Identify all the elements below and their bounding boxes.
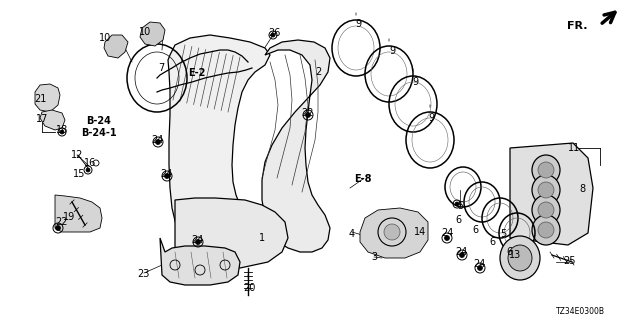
Text: 16: 16 bbox=[84, 158, 96, 168]
Polygon shape bbox=[55, 195, 102, 232]
Text: 4: 4 bbox=[349, 229, 355, 239]
Circle shape bbox=[455, 202, 459, 206]
Text: 6: 6 bbox=[472, 225, 478, 235]
Text: E-2: E-2 bbox=[188, 68, 205, 78]
Circle shape bbox=[60, 130, 64, 134]
Text: 6: 6 bbox=[489, 237, 495, 247]
Text: 26: 26 bbox=[268, 28, 280, 38]
Text: 24: 24 bbox=[455, 247, 467, 257]
Text: 15: 15 bbox=[73, 169, 85, 179]
Text: 1: 1 bbox=[259, 233, 265, 243]
Polygon shape bbox=[175, 198, 288, 268]
Text: 9: 9 bbox=[428, 113, 434, 123]
Text: 22: 22 bbox=[301, 108, 314, 118]
Polygon shape bbox=[35, 84, 60, 112]
Text: 14: 14 bbox=[414, 227, 426, 237]
Ellipse shape bbox=[532, 215, 560, 245]
Text: 3: 3 bbox=[371, 252, 377, 262]
Circle shape bbox=[538, 162, 554, 178]
Circle shape bbox=[271, 33, 275, 37]
Text: 18: 18 bbox=[56, 125, 68, 135]
Text: 24: 24 bbox=[473, 259, 485, 269]
Circle shape bbox=[538, 222, 554, 238]
Circle shape bbox=[384, 224, 400, 240]
Polygon shape bbox=[262, 40, 330, 252]
Text: B-24: B-24 bbox=[86, 116, 111, 126]
Polygon shape bbox=[360, 208, 428, 258]
Polygon shape bbox=[168, 35, 270, 258]
Text: TZ34E0300B: TZ34E0300B bbox=[556, 308, 605, 316]
Text: 24: 24 bbox=[441, 228, 453, 238]
Ellipse shape bbox=[508, 245, 532, 271]
Text: E-8: E-8 bbox=[355, 174, 372, 184]
Text: 5: 5 bbox=[457, 201, 463, 211]
Polygon shape bbox=[510, 143, 593, 245]
Text: 23: 23 bbox=[137, 269, 149, 279]
Text: 25: 25 bbox=[563, 256, 575, 266]
Circle shape bbox=[164, 173, 170, 179]
Text: 24: 24 bbox=[160, 169, 172, 179]
Text: 7: 7 bbox=[158, 63, 164, 73]
Circle shape bbox=[156, 140, 161, 145]
Polygon shape bbox=[104, 35, 128, 58]
Text: 2: 2 bbox=[315, 67, 321, 77]
Text: 11: 11 bbox=[568, 143, 580, 153]
Text: 21: 21 bbox=[34, 94, 46, 104]
Circle shape bbox=[195, 239, 200, 244]
Text: 20: 20 bbox=[243, 283, 255, 293]
Text: 6: 6 bbox=[506, 247, 512, 257]
Circle shape bbox=[56, 226, 61, 230]
Text: FR.: FR. bbox=[568, 21, 588, 31]
Ellipse shape bbox=[532, 155, 560, 185]
Circle shape bbox=[305, 113, 310, 117]
Text: B-24-1: B-24-1 bbox=[81, 128, 117, 138]
Polygon shape bbox=[160, 238, 240, 285]
Ellipse shape bbox=[500, 236, 540, 280]
Polygon shape bbox=[140, 22, 165, 46]
Text: 22: 22 bbox=[55, 217, 67, 227]
Text: 24: 24 bbox=[151, 135, 163, 145]
Circle shape bbox=[538, 202, 554, 218]
Text: 17: 17 bbox=[36, 114, 48, 124]
Text: 6: 6 bbox=[455, 215, 461, 225]
Text: 9: 9 bbox=[389, 46, 395, 56]
Ellipse shape bbox=[532, 195, 560, 225]
Text: 10: 10 bbox=[139, 27, 151, 37]
Circle shape bbox=[460, 252, 465, 258]
Text: 13: 13 bbox=[509, 250, 521, 260]
Circle shape bbox=[538, 182, 554, 198]
Polygon shape bbox=[40, 110, 65, 130]
Text: 8: 8 bbox=[579, 184, 585, 194]
Text: 19: 19 bbox=[63, 212, 75, 222]
Ellipse shape bbox=[532, 175, 560, 205]
Text: 24: 24 bbox=[191, 235, 203, 245]
Text: 5: 5 bbox=[500, 229, 506, 239]
Text: 9: 9 bbox=[355, 19, 361, 29]
Circle shape bbox=[477, 266, 483, 270]
Circle shape bbox=[86, 168, 90, 172]
Text: 12: 12 bbox=[71, 150, 83, 160]
Text: 10: 10 bbox=[99, 33, 111, 43]
Circle shape bbox=[445, 236, 449, 241]
Text: 9: 9 bbox=[412, 77, 418, 87]
